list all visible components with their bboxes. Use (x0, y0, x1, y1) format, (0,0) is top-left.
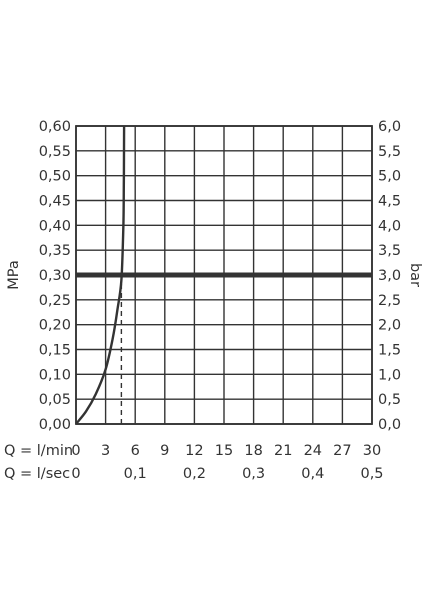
y-right-tick-label: 0,5 (378, 392, 401, 408)
x-lmin-label: Q = l/min (4, 443, 73, 459)
y-left-tick-label: 0,50 (39, 169, 71, 185)
x-lmin-tick-label: 21 (274, 443, 292, 459)
pressure-curve (75, 125, 126, 425)
labels: 0,000,050,100,150,200,250,300,350,400,45… (4, 119, 423, 482)
x-lmin-tick-label: 18 (244, 443, 262, 459)
y-left-tick-label: 0,25 (39, 293, 71, 309)
y-left-axis-label: MPa (6, 260, 22, 290)
y-left-tick-label: 0,15 (39, 343, 71, 359)
x-lsec-tick-label: 0,4 (301, 466, 324, 482)
y-right-tick-label: 3,5 (378, 243, 401, 259)
x-lmin-tick-label: 9 (160, 443, 169, 459)
y-left-tick-label: 0,45 (39, 194, 71, 210)
y-right-tick-label: 4,0 (378, 218, 401, 234)
x-lmin-tick-label: 3 (101, 443, 110, 459)
x-lsec-tick-label: 0,2 (183, 466, 206, 482)
y-right-tick-label: 3,0 (378, 268, 401, 284)
x-lsec-tick-label: 0,5 (360, 466, 383, 482)
x-lmin-tick-label: 12 (185, 443, 203, 459)
y-right-axis-label: bar (407, 263, 423, 287)
y-left-tick-label: 0,30 (39, 268, 71, 284)
y-left-tick-label: 0,40 (39, 218, 71, 234)
y-right-tick-label: 2,0 (378, 318, 401, 334)
x-lsec-tick-label: 0,3 (242, 466, 265, 482)
y-left-tick-label: 0,60 (39, 119, 71, 135)
y-right-tick-label: 4,5 (378, 194, 401, 210)
x-lsec-tick-label: 0 (71, 466, 80, 482)
y-left-tick-label: 0,35 (39, 243, 71, 259)
x-lmin-tick-label: 0 (71, 443, 80, 459)
x-lmin-tick-label: 30 (363, 443, 381, 459)
y-right-tick-label: 5,5 (378, 144, 401, 160)
x-lsec-label: Q = l/sec (4, 466, 70, 482)
y-left-tick-label: 0,55 (39, 144, 71, 160)
y-right-tick-label: 2,5 (378, 293, 401, 309)
y-left-tick-label: 0,00 (39, 417, 71, 433)
curve-layer (75, 125, 372, 425)
x-lmin-tick-label: 24 (304, 443, 322, 459)
x-lmin-tick-label: 15 (215, 443, 233, 459)
y-right-tick-label: 6,0 (378, 119, 401, 135)
x-lsec-tick-label: 0,1 (124, 466, 147, 482)
y-right-tick-label: 1,5 (378, 343, 401, 359)
x-lmin-tick-label: 27 (333, 443, 351, 459)
y-left-tick-label: 0,10 (39, 367, 71, 383)
y-right-tick-label: 1,0 (378, 367, 401, 383)
y-right-tick-label: 0,0 (378, 417, 401, 433)
y-right-tick-label: 5,0 (378, 169, 401, 185)
y-left-tick-label: 0,05 (39, 392, 71, 408)
y-left-tick-label: 0,20 (39, 318, 71, 334)
x-lmin-tick-label: 6 (131, 443, 140, 459)
